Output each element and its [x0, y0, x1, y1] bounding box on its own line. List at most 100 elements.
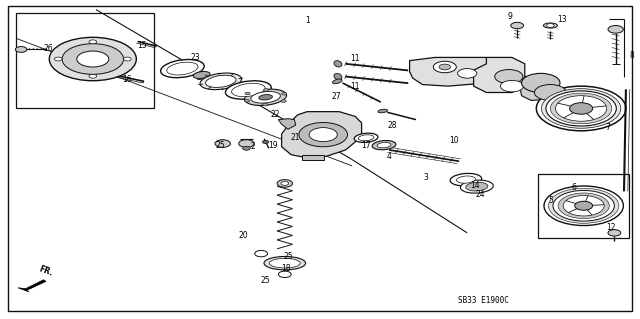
Circle shape	[77, 51, 109, 67]
Ellipse shape	[167, 62, 198, 75]
Text: 21: 21	[291, 133, 300, 142]
Circle shape	[534, 85, 566, 100]
Text: 16: 16	[122, 75, 132, 84]
Circle shape	[255, 250, 268, 257]
Circle shape	[536, 86, 626, 131]
Text: 28: 28	[388, 121, 397, 130]
Text: 2: 2	[250, 142, 255, 151]
Circle shape	[281, 182, 289, 185]
Ellipse shape	[200, 73, 241, 90]
Ellipse shape	[161, 59, 204, 78]
Circle shape	[245, 92, 250, 95]
Circle shape	[544, 186, 623, 226]
Text: 23: 23	[190, 53, 200, 62]
Text: 11: 11	[351, 82, 360, 91]
Text: 18: 18	[282, 264, 291, 273]
Ellipse shape	[358, 135, 374, 141]
Ellipse shape	[460, 180, 493, 193]
Circle shape	[575, 201, 593, 210]
Bar	[16, 13, 154, 108]
Circle shape	[556, 96, 607, 121]
Circle shape	[558, 193, 609, 219]
Circle shape	[299, 122, 348, 147]
Circle shape	[511, 22, 524, 29]
Ellipse shape	[232, 83, 265, 97]
Ellipse shape	[259, 95, 273, 100]
Polygon shape	[18, 280, 46, 292]
Text: 19: 19	[268, 141, 278, 150]
Circle shape	[15, 47, 27, 52]
Circle shape	[124, 57, 131, 61]
Circle shape	[500, 80, 524, 92]
Ellipse shape	[334, 61, 342, 67]
Circle shape	[309, 128, 337, 142]
Text: 26: 26	[44, 44, 54, 53]
Ellipse shape	[264, 256, 306, 270]
Text: 25: 25	[260, 276, 271, 285]
Circle shape	[54, 57, 62, 61]
Text: 22: 22	[271, 110, 280, 119]
Circle shape	[553, 190, 614, 221]
Text: 20: 20	[238, 231, 248, 240]
Circle shape	[570, 103, 593, 114]
Ellipse shape	[543, 23, 557, 28]
Circle shape	[563, 196, 604, 216]
Circle shape	[608, 26, 623, 33]
Polygon shape	[520, 77, 560, 100]
Circle shape	[244, 100, 250, 102]
Text: FR.: FR.	[37, 265, 54, 278]
Circle shape	[239, 140, 254, 147]
Text: 8: 8	[630, 51, 635, 60]
Circle shape	[282, 93, 287, 95]
Bar	[538, 174, 629, 238]
Circle shape	[608, 230, 621, 236]
Text: 5: 5	[548, 197, 553, 205]
Text: 27: 27	[331, 93, 341, 101]
Circle shape	[546, 91, 616, 126]
Ellipse shape	[333, 79, 342, 84]
Text: 24: 24	[475, 190, 485, 199]
Circle shape	[548, 188, 619, 223]
Ellipse shape	[354, 133, 378, 143]
Ellipse shape	[193, 71, 210, 78]
Text: 14: 14	[470, 181, 480, 189]
Circle shape	[522, 73, 560, 93]
Circle shape	[547, 24, 554, 27]
Text: 25: 25	[216, 141, 226, 150]
Circle shape	[433, 61, 456, 73]
Text: 4: 4	[387, 152, 392, 161]
Ellipse shape	[244, 89, 287, 106]
Circle shape	[243, 146, 250, 150]
Circle shape	[439, 64, 451, 70]
Ellipse shape	[225, 81, 271, 99]
Bar	[302, 155, 324, 160]
Text: 11: 11	[351, 54, 360, 63]
Circle shape	[49, 37, 136, 81]
Text: 15: 15	[137, 41, 147, 50]
Circle shape	[495, 70, 523, 84]
Text: 12: 12	[607, 223, 616, 232]
Ellipse shape	[269, 258, 300, 268]
Text: 9: 9	[508, 12, 513, 21]
Circle shape	[458, 69, 477, 78]
Ellipse shape	[377, 143, 391, 148]
Circle shape	[262, 140, 269, 144]
Text: 1: 1	[305, 16, 310, 25]
Ellipse shape	[372, 140, 396, 150]
Ellipse shape	[334, 73, 342, 80]
Ellipse shape	[205, 75, 236, 87]
Circle shape	[550, 93, 612, 124]
Circle shape	[278, 271, 291, 278]
Circle shape	[281, 100, 286, 102]
Ellipse shape	[456, 176, 476, 183]
Text: 25: 25	[283, 252, 293, 261]
Ellipse shape	[378, 109, 388, 113]
Polygon shape	[474, 57, 525, 93]
Circle shape	[277, 180, 292, 187]
Text: SB33 E1900C: SB33 E1900C	[458, 296, 509, 305]
Ellipse shape	[466, 182, 488, 191]
Circle shape	[264, 89, 269, 91]
Text: 10: 10	[449, 136, 460, 145]
Polygon shape	[278, 119, 296, 129]
Polygon shape	[282, 112, 362, 158]
